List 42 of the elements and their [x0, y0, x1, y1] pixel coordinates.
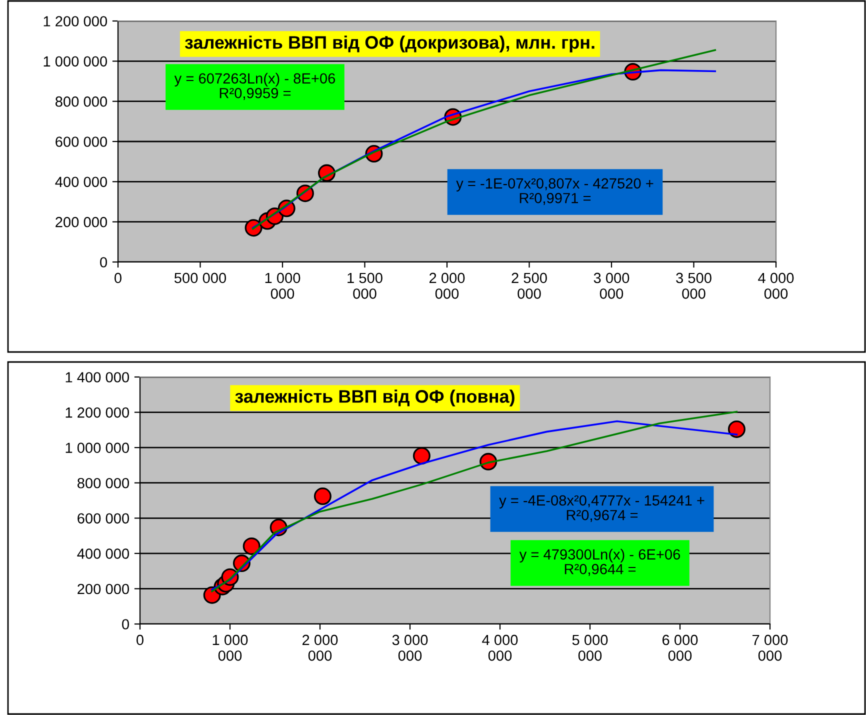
y-tick-label: 600 000 [78, 513, 130, 524]
x-tick-label: 2 500 000 [512, 272, 547, 299]
annotation: y = -4E-08x²0,4777x - 154241 + R²0,9674 = [499, 495, 704, 522]
y-tick-label: 1 400 000 [66, 372, 130, 382]
x-tick-label: 2 000 000 [302, 634, 338, 661]
y-tick-label: 400 000 [77, 548, 130, 559]
x-tick-label: 1 000 000 [212, 634, 248, 661]
x-tick-label: 4 000 000 [758, 272, 794, 299]
x-tick-label: 3 000 000 [392, 634, 428, 661]
y-tick-label: 1 200 000 [66, 407, 130, 418]
annotation: y = 479300Ln(x) - 6E+06 R²0,9644 = [519, 548, 680, 576]
x-tick-label: 3 000 000 [594, 272, 630, 299]
y-tick-label: 400 000 [55, 176, 108, 188]
y-tick-label: 1 000 000 [44, 56, 108, 67]
x-tick-label: 6 000 000 [662, 634, 698, 661]
x-tick-label: 0 [136, 634, 144, 646]
text: залежність ВВП від ОФ (докризова), млн. грн. [184, 36, 594, 52]
x-tick-label: 3 500 000 [676, 272, 712, 299]
x-tick-label: 500 000 [174, 272, 226, 284]
y-tick-label: 800 000 [78, 478, 130, 488]
y-tick-label: 1 000 000 [66, 442, 130, 453]
point [242, 537, 260, 555]
x-tick-label: 1 500 000 [348, 272, 382, 299]
y-tick-label: 200 000 [78, 584, 130, 594]
text: залежність ВВП від ОФ (повна) [235, 390, 514, 406]
y-tick-label: 600 000 [56, 136, 108, 147]
y-tick-label: 200 000 [56, 216, 108, 228]
y-tick-label: 0 [100, 257, 108, 268]
x-tick-label: 4 000 000 [482, 634, 518, 661]
point [728, 420, 746, 438]
x-tick-label: 1 000 000 [265, 272, 300, 299]
point [314, 488, 332, 506]
y-tick-label: 1 200 000 [44, 16, 108, 26]
annotation: y = -1E-07x²0,807x - 427520 + R²0,9971 = [456, 178, 654, 205]
y-tick-label: 0 [122, 619, 130, 630]
y-tick-label: 800 000 [56, 96, 108, 107]
point [412, 447, 430, 465]
annotation: y = 607263Ln(x) - 8E+06 R²0,9959 = [174, 72, 336, 100]
x-tick-label: 2 000 000 [429, 272, 465, 299]
x-tick-label: 7 000 000 [752, 634, 788, 661]
x-tick-label: 5 000 000 [572, 634, 608, 661]
x-tick-label: 0 [114, 272, 122, 284]
